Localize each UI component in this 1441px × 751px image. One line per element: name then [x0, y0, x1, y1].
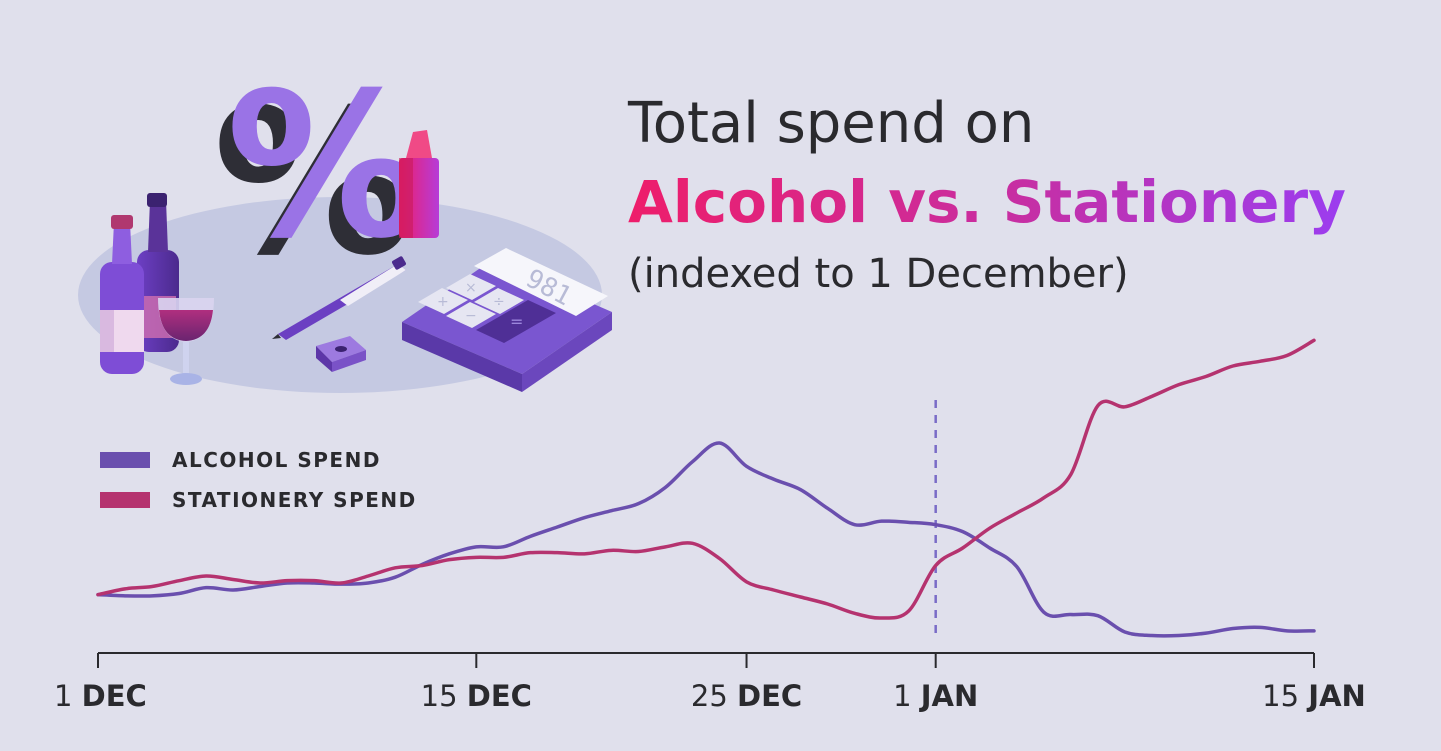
- title-line-2: Alcohol vs. Stationery: [628, 160, 1346, 244]
- title-subtitle: (indexed to 1 December): [628, 251, 1129, 297]
- x-tick-label: 1 DEC: [54, 679, 147, 713]
- highlighter-icon: [399, 130, 439, 238]
- title-block: Total spend on Alcohol vs. Stationery (i…: [628, 88, 1346, 304]
- legend-label-alcohol: ALCOHOL SPEND: [172, 448, 381, 472]
- legend-swatch-stationery: [100, 492, 150, 508]
- sharpener-icon: [316, 336, 366, 372]
- series-lines: [96, 338, 1316, 638]
- pen-icon: [272, 256, 406, 340]
- legend-item-stationery: STATIONERY SPEND: [100, 480, 417, 520]
- title-line-1: Total spend on: [628, 91, 1035, 156]
- line-chart: 1 DEC 15 DEC 25 DEC 1 JAN 15 JAN: [54, 338, 1366, 713]
- x-tick-label: 15 JAN: [1262, 679, 1366, 713]
- calc-key-plus: +: [437, 294, 449, 310]
- illustration: % %: [78, 50, 612, 393]
- x-tick-label: 25 DEC: [691, 679, 802, 713]
- calculator-keys: + × − ÷ =: [418, 274, 556, 343]
- calc-key-minus: −: [465, 308, 477, 324]
- legend-swatch-alcohol: [100, 452, 150, 468]
- legend-item-alcohol: ALCOHOL SPEND: [100, 440, 417, 480]
- calc-key-divide: ÷: [493, 294, 505, 310]
- svg-text:%: %: [213, 67, 413, 300]
- percent-symbol-glyph: %: [226, 50, 426, 283]
- x-axis-ticks: 1 DEC 15 DEC 25 DEC 1 JAN 15 JAN: [54, 653, 1366, 713]
- wine-bottle-icon: [100, 215, 144, 374]
- alcohol-spend-line: [96, 441, 1316, 638]
- x-tick-label: 15 DEC: [421, 679, 532, 713]
- calc-key-equals: =: [510, 312, 523, 331]
- chart-legend: ALCOHOL SPEND STATIONERY SPEND: [100, 440, 417, 520]
- calc-key-times: ×: [465, 280, 477, 296]
- stationery-spend-line: [96, 338, 1316, 620]
- wine-glass-icon: [158, 298, 214, 385]
- percent-symbol-icon: % %: [213, 50, 426, 300]
- x-tick-label: 1 JAN: [893, 679, 978, 713]
- legend-label-stationery: STATIONERY SPEND: [172, 488, 417, 512]
- calculator-icon: 981 + × − ÷ =: [402, 248, 612, 392]
